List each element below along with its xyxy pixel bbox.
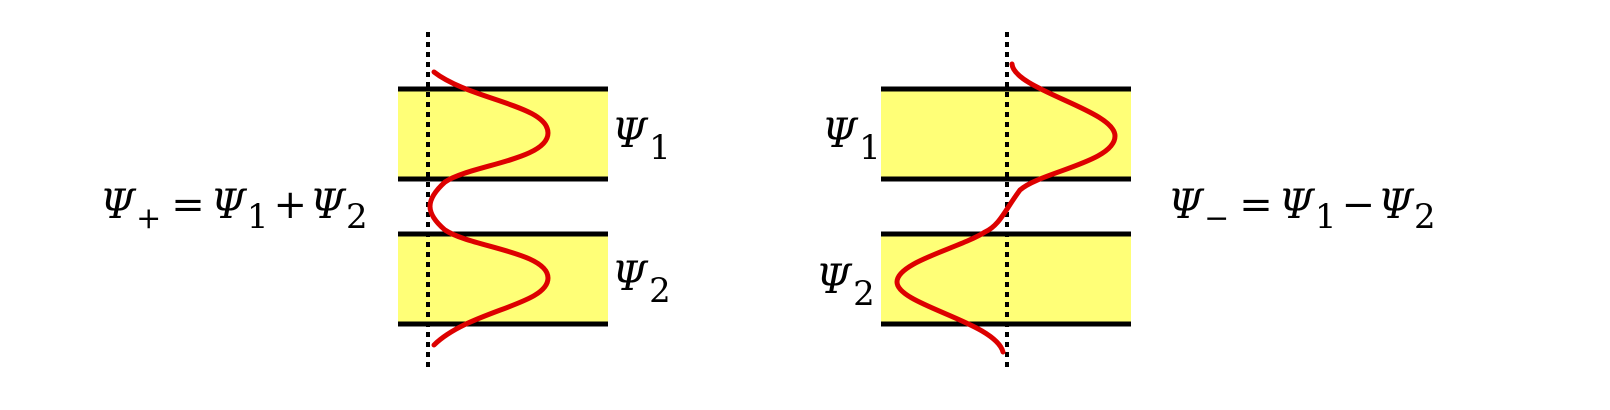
- label-psi-2-bottom: Ψ2: [816, 257, 875, 314]
- label-psi-1-top: Ψ1: [822, 111, 881, 168]
- symmetric-wavefunction-curve: [427, 69, 551, 348]
- waveguide-core-bottom: [881, 234, 1131, 324]
- symmetric-mode-panel: Ψ1 Ψ2 Ψ+ = Ψ1 +Ψ2: [100, 32, 671, 372]
- antisymmetric-mode-panel: Ψ1 Ψ2 Ψ− = Ψ1 −Ψ2: [816, 32, 1436, 372]
- label-psi-2-bottom: Ψ2: [612, 254, 671, 311]
- label-psi-1-top: Ψ1: [612, 111, 671, 168]
- symmetric-mode-equation: Ψ+ = Ψ1 +Ψ2: [100, 182, 368, 237]
- antisymmetric-wavefunction-curve: [894, 61, 1118, 355]
- antisymmetric-mode-equation: Ψ− = Ψ1 −Ψ2: [1168, 182, 1436, 237]
